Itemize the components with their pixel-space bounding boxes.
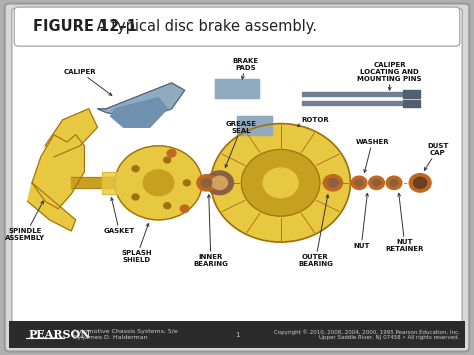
Circle shape [183, 180, 191, 186]
Text: GREASE
SEAL: GREASE SEAL [225, 121, 257, 168]
Text: NUT: NUT [353, 193, 370, 249]
Circle shape [164, 157, 171, 163]
Circle shape [328, 178, 338, 187]
Circle shape [201, 178, 212, 187]
Circle shape [115, 146, 202, 220]
Text: OUTER
BEARING: OUTER BEARING [298, 195, 333, 267]
Circle shape [323, 175, 343, 191]
Polygon shape [237, 116, 272, 135]
Circle shape [143, 170, 174, 196]
Bar [9, 321, 465, 348]
Text: A typical disc brake assembly.: A typical disc brake assembly. [92, 19, 318, 34]
Text: SPINDLE
ASSEMBLY: SPINDLE ASSEMBLY [5, 201, 46, 241]
Polygon shape [98, 83, 185, 120]
FancyBboxPatch shape [14, 7, 460, 46]
Text: CALIPER: CALIPER [64, 69, 112, 95]
Circle shape [132, 166, 139, 171]
Circle shape [206, 171, 234, 195]
Circle shape [180, 205, 189, 212]
Text: NUT
RETAINER: NUT RETAINER [386, 193, 424, 252]
Polygon shape [102, 172, 119, 194]
Circle shape [390, 180, 398, 186]
Text: CALIPER
LOCATING AND
MOUNTING PINS: CALIPER LOCATING AND MOUNTING PINS [357, 62, 422, 90]
Text: By James D. Halderman: By James D. Halderman [73, 335, 148, 340]
Text: PEARSON: PEARSON [28, 329, 91, 340]
Circle shape [212, 176, 228, 190]
Text: Upper Saddle River, NJ 07458 • All rights reserved.: Upper Saddle River, NJ 07458 • All right… [319, 335, 460, 340]
Circle shape [351, 176, 367, 190]
Polygon shape [32, 135, 84, 209]
Circle shape [355, 180, 363, 186]
Polygon shape [45, 109, 98, 157]
Text: BRAKE
PADS: BRAKE PADS [233, 58, 259, 79]
FancyBboxPatch shape [12, 9, 462, 325]
Circle shape [373, 180, 381, 186]
Text: Automotive Chassis Systems, 5/e: Automotive Chassis Systems, 5/e [73, 329, 178, 334]
Text: INNER
BEARING: INNER BEARING [193, 195, 228, 267]
Circle shape [369, 176, 384, 190]
Circle shape [414, 177, 427, 189]
Text: WASHER: WASHER [356, 139, 389, 173]
Circle shape [211, 124, 350, 242]
Text: 1: 1 [235, 332, 239, 338]
Polygon shape [110, 98, 167, 127]
Circle shape [241, 149, 320, 216]
Polygon shape [27, 183, 76, 231]
FancyBboxPatch shape [5, 4, 469, 351]
Text: FIGURE 12–1: FIGURE 12–1 [33, 19, 137, 34]
Polygon shape [215, 79, 259, 98]
Circle shape [197, 175, 216, 191]
Text: Copyright © 2010, 2008, 2004, 2000, 1995 Pearson Education, Inc.: Copyright © 2010, 2008, 2004, 2000, 1995… [274, 329, 460, 335]
Circle shape [263, 168, 298, 198]
Circle shape [167, 149, 176, 157]
Text: ROTOR: ROTOR [297, 117, 329, 126]
Circle shape [409, 174, 431, 192]
Circle shape [164, 203, 171, 209]
Text: DUST
CAP: DUST CAP [424, 143, 448, 170]
Text: SPLASH
SHIELD: SPLASH SHIELD [121, 224, 152, 263]
Text: GASKET: GASKET [104, 198, 135, 234]
Circle shape [386, 176, 402, 190]
Circle shape [132, 194, 139, 200]
